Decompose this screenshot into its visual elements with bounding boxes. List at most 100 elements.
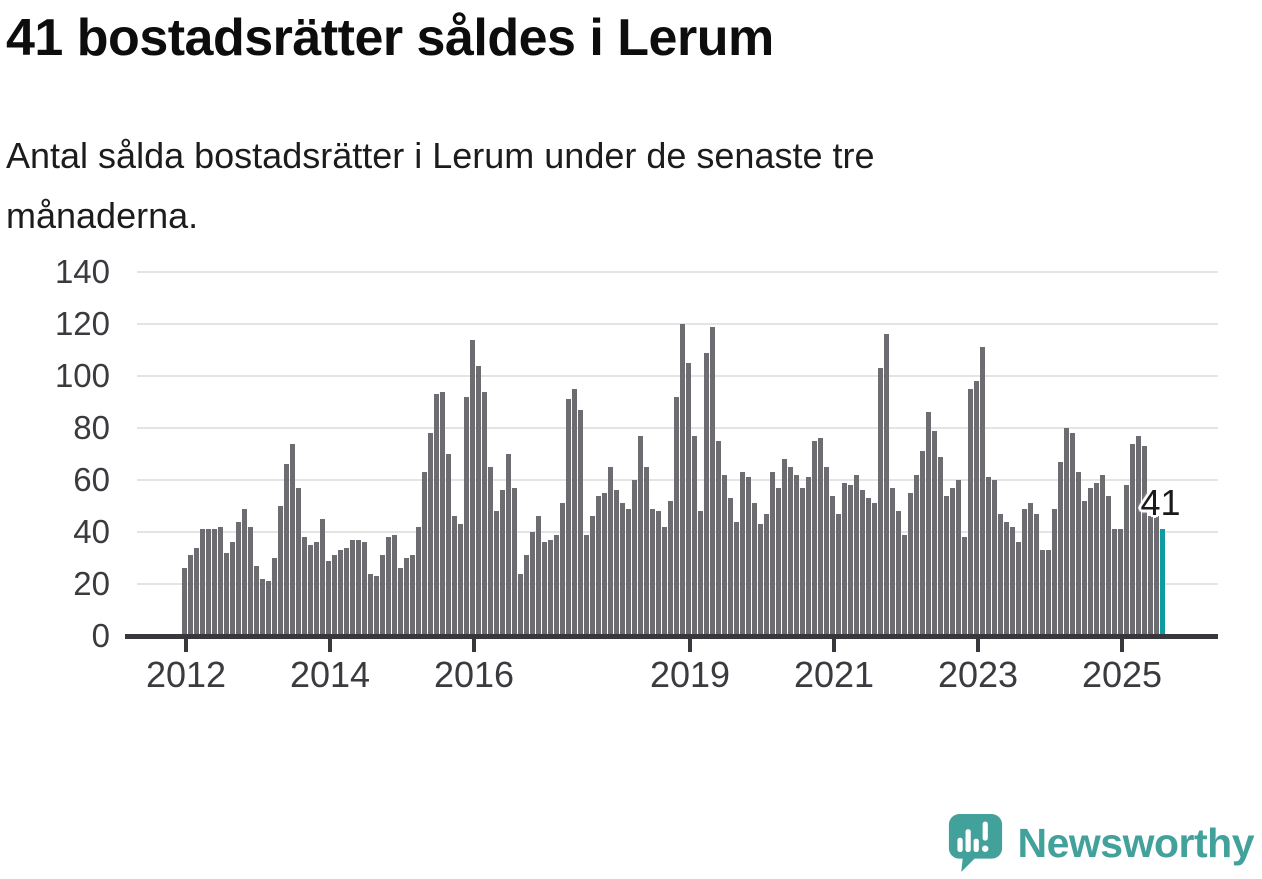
bar-month-59 <box>536 516 541 636</box>
y-axis-tick-label: 120 <box>54 305 110 342</box>
bar-month-70 <box>602 493 607 636</box>
y-axis-tick-label: 0 <box>91 617 110 654</box>
bar-month-50 <box>482 391 487 636</box>
bar-month-86 <box>698 511 703 636</box>
bar-month-15 <box>272 558 277 636</box>
brand-name: Newsworthy <box>1017 819 1255 866</box>
bar-month-30 <box>362 542 367 636</box>
bar-month-161 <box>1148 516 1153 636</box>
bar-month-18 <box>290 443 295 636</box>
bar-month-126 <box>938 456 943 636</box>
bar-month-147 <box>1064 428 1069 636</box>
bar-month-67 <box>584 534 589 636</box>
bar-month-99 <box>776 487 781 636</box>
bar-month-127 <box>944 495 949 636</box>
gridline-y140 <box>137 271 1218 273</box>
bar-month-61 <box>548 539 553 636</box>
x-axis-tick-label-2021: 2021 <box>793 654 875 695</box>
bar-month-83 <box>680 324 685 636</box>
bar-month-24 <box>326 560 331 636</box>
bar-month-116 <box>878 368 883 636</box>
bar-month-87 <box>704 352 709 636</box>
bar-month-7 <box>224 552 229 636</box>
x-axis-tick-2025 <box>1120 639 1124 652</box>
bar-month-109 <box>836 513 841 636</box>
bar-month-8 <box>230 542 235 636</box>
x-axis-tick-2016 <box>472 639 476 652</box>
bar-month-152 <box>1094 482 1099 636</box>
bar-month-85 <box>692 435 697 636</box>
bar-month-10 <box>242 508 247 636</box>
bar-month-142 <box>1034 513 1039 636</box>
bar-month-39 <box>416 526 421 636</box>
bar-month-68 <box>590 516 595 636</box>
highlight-value-label: 41 <box>1140 482 1181 524</box>
bar-month-73 <box>620 503 625 636</box>
bar-month-119 <box>896 511 901 636</box>
bar-month-11 <box>248 526 253 636</box>
bar-month-52 <box>494 511 499 636</box>
bar-month-136 <box>998 513 1003 636</box>
y-axis-tick-label: 100 <box>54 357 110 394</box>
bar-month-89 <box>716 441 721 636</box>
bar-month-106 <box>818 438 823 636</box>
bar-month-77 <box>644 467 649 636</box>
chart-title: 41 bostadsrätter såldes i Lerum <box>6 9 774 67</box>
chart-subtitle-line2: månaderna. <box>6 195 199 236</box>
bar-month-123 <box>920 451 925 636</box>
bar-month-76 <box>638 435 643 636</box>
bar-month-65 <box>572 389 577 636</box>
bar-month-54 <box>506 454 511 636</box>
bar-month-160 <box>1142 446 1147 636</box>
bar-month-124 <box>926 412 931 636</box>
bar-month-23 <box>320 519 325 636</box>
bar-month-94 <box>746 477 751 636</box>
bar-month-117 <box>884 334 889 636</box>
gridline-y120 <box>137 323 1218 325</box>
bar-month-153 <box>1100 474 1105 636</box>
bar-month-80 <box>662 526 667 636</box>
bar-month-158 <box>1130 443 1135 636</box>
x-axis-tick-2014 <box>328 639 332 652</box>
bar-month-146 <box>1058 461 1063 636</box>
bar-month-139 <box>1016 542 1021 636</box>
bar-month-33 <box>380 555 385 636</box>
bar-month-3 <box>200 529 205 636</box>
bar-chart: 0 20 40 60 80 100 120 140 2012 2014 2016 2019 2021 2… <box>54 253 1218 695</box>
bar-month-155 <box>1112 529 1117 636</box>
bar-month-121 <box>908 493 913 636</box>
bar-month-120 <box>902 534 907 636</box>
gridline-y100 <box>137 375 1218 377</box>
bar-month-151 <box>1088 487 1093 636</box>
bar-month-129 <box>956 480 961 636</box>
bar-month-14 <box>266 581 271 636</box>
bar-month-57 <box>524 555 529 636</box>
bar-month-45 <box>452 516 457 636</box>
bar-month-132 <box>974 381 979 636</box>
bar-month-32 <box>374 576 379 636</box>
bar-month-90 <box>722 474 727 636</box>
x-axis-tick-label-2025: 2025 <box>1081 654 1163 695</box>
bar-month-96 <box>758 524 763 636</box>
bar-month-108 <box>830 495 835 636</box>
bar-month-104 <box>806 477 811 636</box>
bar-month-12 <box>254 565 259 636</box>
bar-month-27 <box>344 547 349 636</box>
bar-month-16 <box>278 506 283 636</box>
bar-month-140 <box>1022 508 1027 636</box>
bar-month-115 <box>872 503 877 636</box>
chart-subtitle: Antal sålda bostadsrätter i Lerum under … <box>6 126 875 246</box>
bar-month-5 <box>212 529 217 636</box>
bar-month-66 <box>578 409 583 636</box>
bar-month-17 <box>284 464 289 636</box>
bar-month-157 <box>1124 485 1129 636</box>
y-axis-tick-label: 140 <box>54 253 110 290</box>
bar-month-148 <box>1070 433 1075 636</box>
bar-month-84 <box>686 363 691 636</box>
bar-month-92 <box>734 521 739 636</box>
bar-month-64 <box>566 399 571 636</box>
bar-month-49 <box>476 365 481 636</box>
bar-month-103 <box>800 487 805 636</box>
bar-month-36 <box>398 568 403 636</box>
